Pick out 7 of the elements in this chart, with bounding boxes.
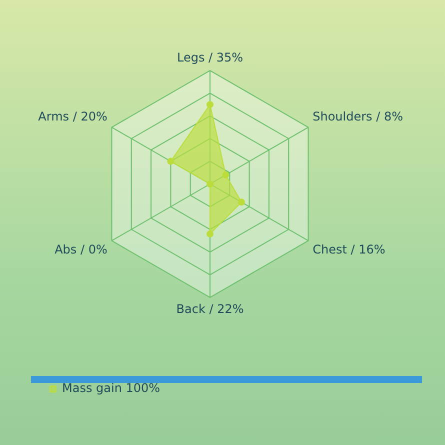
- spoke-label: Chest / 16%: [312, 242, 386, 257]
- spoke-label: Shoulders / 8%: [312, 110, 404, 124]
- spoke-label: Abs / 0%: [54, 242, 108, 257]
- spoke-label: Legs / 35%: [176, 50, 244, 64]
- legend-label: Mass gain 100%: [62, 381, 160, 396]
- spoke-label: Arms / 20%: [38, 110, 108, 124]
- spoke-label: Back / 22%: [176, 302, 244, 316]
